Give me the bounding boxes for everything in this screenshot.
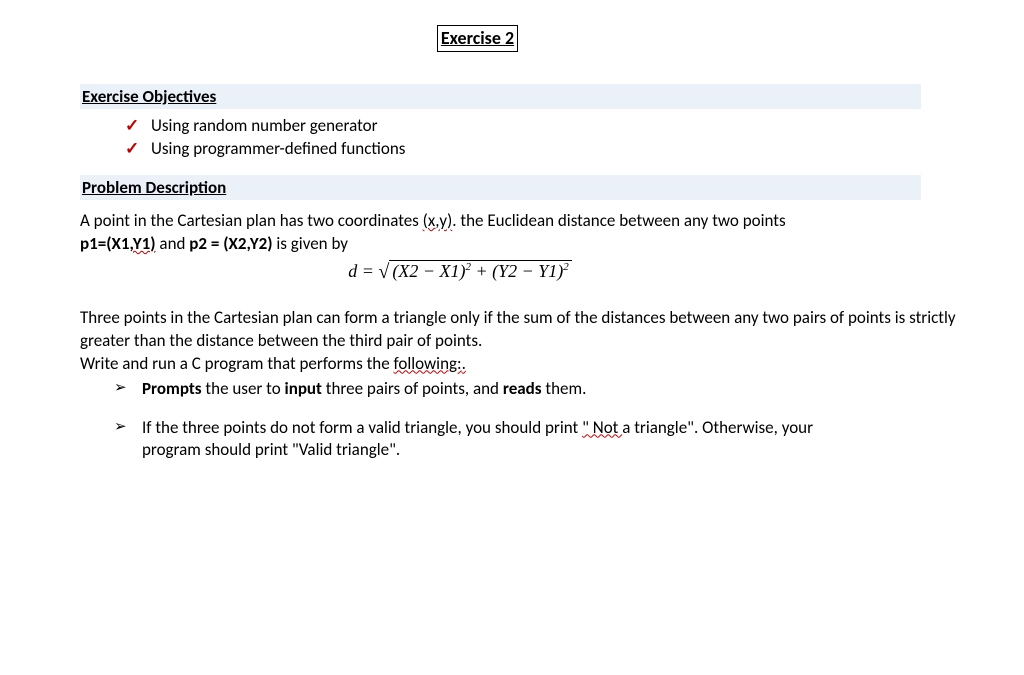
text: three pairs of points, and — [322, 378, 503, 399]
text: is given by — [273, 233, 348, 254]
text: and — [156, 233, 190, 254]
text: + (Y2 − Y1) — [471, 261, 563, 281]
distance-formula: d = √(X2 − X1)2 + (Y2 − Y1)2 — [80, 260, 840, 283]
task-item: ➢ Prompts the user to input three pairs … — [114, 378, 875, 401]
text: the user to — [202, 378, 285, 399]
objective-item: ✓ Using random number generator — [125, 115, 875, 138]
wavy-text: (x,y) — [423, 210, 453, 231]
exponent: 2 — [563, 261, 569, 273]
text: If the three points do not form a valid … — [142, 417, 582, 438]
objective-text: Using random number generator — [151, 115, 378, 138]
arrow-icon: ➢ — [114, 378, 142, 398]
wavy-text: " — [582, 417, 589, 438]
wavy-text: ,Y1) — [129, 233, 155, 254]
wavy-text: Not — [589, 417, 622, 438]
title-container: Exercise 2 — [80, 25, 875, 52]
check-icon: ✓ — [125, 115, 151, 138]
task-list: ➢ Prompts the user to input three pairs … — [114, 378, 875, 463]
bold-text: input — [285, 378, 322, 399]
problem-intro: A point in the Cartesian plan has two co… — [80, 210, 1000, 256]
sqrt-icon: √ — [378, 261, 389, 283]
task-item: ➢ If the three points do not form a vali… — [114, 417, 875, 463]
text: (X2 − X1) — [392, 261, 465, 281]
bold-text: p1=(X1 — [80, 233, 129, 254]
task-text: If the three points do not form a valid … — [142, 417, 875, 463]
triangle-condition: Three points in the Cartesian plan can f… — [80, 307, 1000, 376]
wavy-text: following: — [394, 353, 462, 374]
objectives-header: Exercise Objectives — [80, 84, 921, 109]
text: Write and run a C program that performs … — [80, 353, 394, 374]
text: them. — [542, 378, 587, 399]
objectives-header-text: Exercise Objectives — [82, 86, 216, 107]
formula-lhs: d = — [348, 261, 378, 281]
document-page: Exercise 2 Exercise Objectives ✓ Using r… — [0, 0, 910, 462]
text: Three points in the Cartesian plan can f… — [80, 307, 956, 351]
problem-header-text: Problem Description — [82, 177, 226, 198]
wavy-dot: . — [462, 353, 466, 374]
exercise-title: Exercise 2 — [437, 25, 518, 52]
text: . the Euclidean distance between any two… — [452, 210, 785, 231]
sqrt-content: (X2 − X1)2 + (Y2 − Y1)2 — [389, 260, 571, 282]
task-text: Prompts the user to input three pairs of… — [142, 378, 875, 401]
text: A point in the Cartesian plan has two co… — [80, 210, 423, 231]
problem-header: Problem Description — [80, 175, 921, 200]
objective-item: ✓ Using programmer-defined functions — [125, 138, 875, 161]
arrow-icon: ➢ — [114, 417, 142, 437]
bold-text: p2 = (X2,Y2) — [189, 233, 272, 254]
bold-text: Prompts — [142, 378, 202, 399]
objective-text: Using programmer-defined functions — [151, 138, 405, 161]
check-icon: ✓ — [125, 138, 151, 161]
objectives-list: ✓ Using random number generator ✓ Using … — [125, 115, 875, 161]
bold-text: reads — [503, 378, 542, 399]
